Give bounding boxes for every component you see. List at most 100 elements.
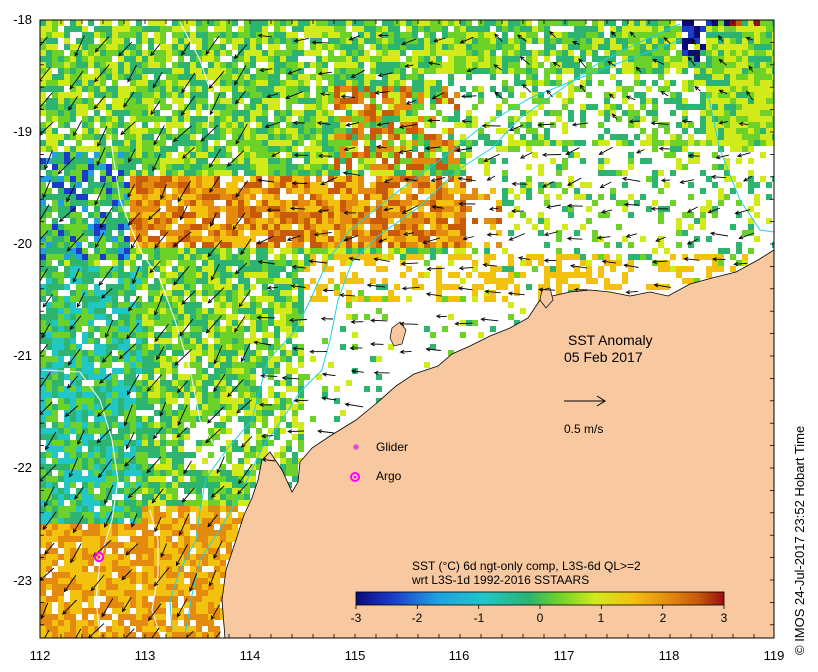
raster-cell xyxy=(520,188,526,194)
raster-cell xyxy=(76,86,82,92)
raster-cell xyxy=(334,188,340,194)
raster-cell xyxy=(88,350,94,356)
raster-cell xyxy=(250,218,256,224)
raster-cell xyxy=(58,272,64,278)
raster-cell xyxy=(412,74,418,80)
raster-cell xyxy=(208,32,214,38)
raster-cell xyxy=(166,242,172,248)
raster-cell xyxy=(370,248,376,254)
raster-cell xyxy=(448,212,454,218)
raster-cell xyxy=(346,200,352,206)
raster-cell xyxy=(274,242,280,248)
raster-cell xyxy=(148,434,154,440)
raster-cell xyxy=(58,422,64,428)
raster-cell xyxy=(40,200,46,206)
raster-cell xyxy=(154,254,160,260)
raster-cell xyxy=(736,26,742,32)
raster-cell xyxy=(724,128,730,134)
raster-cell xyxy=(562,140,568,146)
raster-cell xyxy=(118,260,124,266)
raster-cell xyxy=(124,290,130,296)
raster-cell xyxy=(172,80,178,86)
raster-cell xyxy=(514,38,520,44)
raster-cell xyxy=(118,56,124,62)
raster-cell xyxy=(280,158,286,164)
raster-cell xyxy=(724,86,730,92)
raster-cell xyxy=(226,86,232,92)
raster-cell xyxy=(238,44,244,50)
raster-cell xyxy=(322,392,328,398)
raster-cell xyxy=(694,50,700,56)
raster-cell xyxy=(568,50,574,56)
raster-cell xyxy=(346,20,352,26)
raster-cell xyxy=(580,32,586,38)
raster-cell xyxy=(688,140,694,146)
raster-cell xyxy=(178,98,184,104)
raster-cell xyxy=(478,92,484,98)
raster-cell xyxy=(238,404,244,410)
raster-cell xyxy=(208,272,214,278)
raster-cell xyxy=(94,290,100,296)
raster-cell xyxy=(544,50,550,56)
raster-cell xyxy=(94,26,100,32)
raster-cell xyxy=(688,158,694,164)
raster-cell xyxy=(736,140,742,146)
raster-cell xyxy=(382,38,388,44)
raster-cell xyxy=(316,158,322,164)
raster-cell xyxy=(262,74,268,80)
raster-cell xyxy=(388,128,394,134)
raster-cell xyxy=(616,260,622,266)
raster-cell xyxy=(46,272,52,278)
raster-cell xyxy=(214,50,220,56)
raster-cell xyxy=(238,230,244,236)
raster-cell xyxy=(256,188,262,194)
raster-cell xyxy=(46,428,52,434)
raster-cell xyxy=(52,74,58,80)
raster-cell xyxy=(238,374,244,380)
raster-cell xyxy=(166,296,172,302)
raster-cell xyxy=(394,104,400,110)
raster-cell xyxy=(286,38,292,44)
raster-cell xyxy=(76,416,82,422)
raster-cell xyxy=(430,80,436,86)
raster-cell xyxy=(46,188,52,194)
raster-cell xyxy=(574,62,580,68)
raster-cell xyxy=(154,128,160,134)
raster-cell xyxy=(82,416,88,422)
raster-cell xyxy=(256,152,262,158)
raster-cell xyxy=(64,296,70,302)
raster-cell xyxy=(568,152,574,158)
raster-cell xyxy=(376,386,382,392)
raster-cell xyxy=(196,320,202,326)
raster-cell xyxy=(454,38,460,44)
raster-cell xyxy=(244,362,250,368)
raster-cell xyxy=(694,218,700,224)
raster-cell xyxy=(772,98,774,104)
raster-cell xyxy=(466,140,472,146)
raster-cell xyxy=(454,92,460,98)
raster-cell xyxy=(748,62,754,68)
raster-cell xyxy=(268,176,274,182)
raster-cell xyxy=(556,254,562,260)
raster-cell xyxy=(490,20,496,26)
raster-cell xyxy=(70,128,76,134)
raster-cell xyxy=(598,68,604,74)
raster-cell xyxy=(82,338,88,344)
raster-cell xyxy=(562,62,568,68)
raster-cell xyxy=(172,122,178,128)
raster-cell xyxy=(250,80,256,86)
raster-cell xyxy=(382,50,388,56)
raster-cell xyxy=(322,134,328,140)
raster-cell xyxy=(148,284,154,290)
raster-cell xyxy=(256,86,262,92)
raster-cell xyxy=(100,176,106,182)
raster-cell xyxy=(754,68,760,74)
raster-cell xyxy=(514,104,520,110)
raster-cell xyxy=(748,158,754,164)
raster-cell xyxy=(280,320,286,326)
raster-cell xyxy=(184,236,190,242)
raster-cell xyxy=(238,128,244,134)
raster-cell xyxy=(46,74,52,80)
raster-cell xyxy=(262,362,268,368)
raster-cell xyxy=(286,446,292,452)
